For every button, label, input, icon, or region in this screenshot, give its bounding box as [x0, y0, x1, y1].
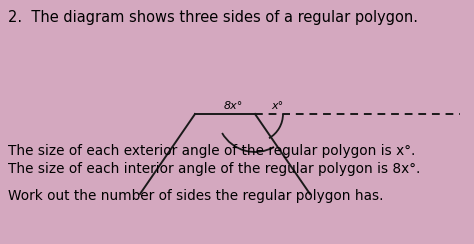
Text: 2.  The diagram shows three sides of a regular polygon.: 2. The diagram shows three sides of a re…: [8, 10, 418, 25]
Text: The size of each exterior angle of the regular polygon is x°.: The size of each exterior angle of the r…: [8, 144, 415, 158]
Text: 8x°: 8x°: [223, 101, 243, 111]
Text: The size of each interior angle of the regular polygon is 8x°.: The size of each interior angle of the r…: [8, 162, 420, 176]
Text: x°: x°: [271, 101, 283, 111]
Text: Work out the number of sides the regular polygon has.: Work out the number of sides the regular…: [8, 189, 383, 203]
